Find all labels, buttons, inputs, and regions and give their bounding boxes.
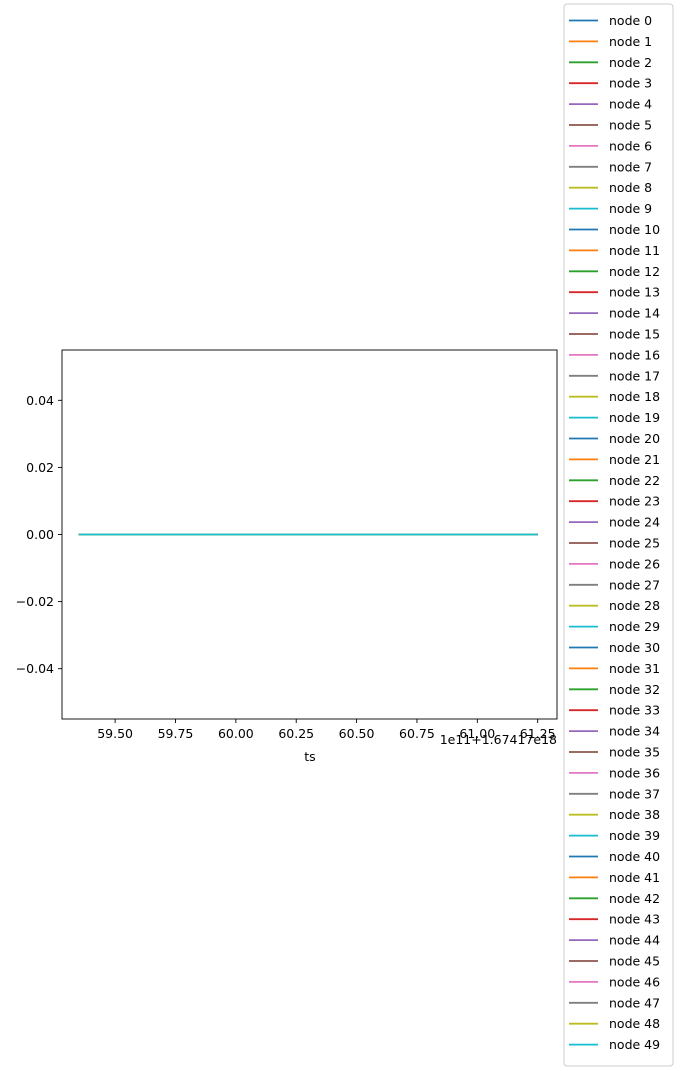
legend-label: node 28 — [609, 598, 660, 613]
legend-label: node 1 — [609, 34, 652, 49]
legend-label: node 21 — [609, 452, 660, 467]
legend-label: node 41 — [609, 870, 660, 885]
legend-label: node 42 — [609, 891, 660, 906]
legend-label: node 0 — [609, 13, 652, 28]
legend: node 0 node 1 node 2 node 3 node 4 node 5 node… — [563, 3, 674, 1067]
legend-label: node 15 — [609, 327, 660, 342]
legend-label: node 32 — [609, 682, 660, 697]
legend-label: node 9 — [609, 201, 652, 216]
x-tick-label: 61.00 — [459, 726, 495, 741]
legend-label: node 39 — [609, 828, 660, 843]
legend-label: node 23 — [609, 494, 660, 509]
legend-label: node 11 — [609, 243, 660, 258]
y-tick-label: 0.04 — [26, 393, 54, 408]
legend-label: node 25 — [609, 536, 660, 551]
legend-label: node 14 — [609, 306, 660, 321]
legend-label: node 35 — [609, 745, 660, 760]
legend-label: node 46 — [609, 974, 660, 989]
legend-label: node 18 — [609, 389, 660, 404]
legend-label: node 17 — [609, 368, 660, 383]
legend-label: node 36 — [609, 765, 660, 780]
legend-label: node 26 — [609, 556, 660, 571]
legend-label: node 37 — [609, 786, 660, 801]
legend-label: node 8 — [609, 180, 652, 195]
x-tick-label: 60.50 — [339, 726, 375, 741]
legend-frame — [563, 3, 674, 1067]
legend-label: node 33 — [609, 703, 660, 718]
legend-label: node 29 — [609, 619, 660, 634]
legend-label: node 13 — [609, 285, 660, 300]
legend-label: node 2 — [609, 55, 652, 70]
legend-label: node 43 — [609, 912, 660, 927]
x-tick-label: 59.50 — [97, 726, 133, 741]
legend-label: node 38 — [609, 807, 660, 822]
legend-label: node 12 — [609, 264, 660, 279]
legend-label: node 22 — [609, 473, 660, 488]
legend-label: node 3 — [609, 76, 652, 91]
y-axis-ticks: 0.04 0.02 0.00 −0.02 −0.04 — [16, 393, 62, 676]
legend-label: node 5 — [609, 118, 652, 133]
legend-label: node 47 — [609, 995, 660, 1010]
x-tick-label: 59.75 — [158, 726, 194, 741]
legend-label: node 20 — [609, 431, 660, 446]
legend-label: node 44 — [609, 933, 660, 948]
x-tick-label: 61.25 — [520, 726, 556, 741]
x-tick-label: 60.75 — [399, 726, 435, 741]
y-tick-label: 0.00 — [26, 527, 54, 542]
legend-label: node 6 — [609, 138, 652, 153]
x-axis-ticks: 59.50 59.75 60.00 60.25 60.50 60.75 61.00 61.25 — [97, 719, 556, 741]
legend-label: node 4 — [609, 97, 652, 112]
y-tick-label: 0.02 — [26, 460, 54, 475]
x-tick-label: 60.00 — [218, 726, 254, 741]
legend-label: node 48 — [609, 1016, 660, 1031]
y-tick-label: −0.04 — [16, 661, 54, 676]
legend-label: node 19 — [609, 410, 660, 425]
x-tick-label: 60.25 — [278, 726, 314, 741]
y-tick-label: −0.02 — [16, 594, 54, 609]
legend-label: node 10 — [609, 222, 660, 237]
legend-label: node 27 — [609, 577, 660, 592]
legend-label: node 7 — [609, 159, 652, 174]
x-axis-offset-label: 1e11+1.67417e18 — [440, 732, 557, 747]
legend-label: node 40 — [609, 849, 660, 864]
legend-label: node 24 — [609, 515, 660, 530]
legend-label: node 34 — [609, 724, 660, 739]
legend-label: node 31 — [609, 661, 660, 676]
legend-label: node 49 — [609, 1037, 660, 1052]
legend-label: node 45 — [609, 954, 660, 969]
x-axis-label: ts — [304, 749, 315, 764]
legend-label: node 30 — [609, 640, 660, 655]
legend-label: node 16 — [609, 347, 660, 362]
